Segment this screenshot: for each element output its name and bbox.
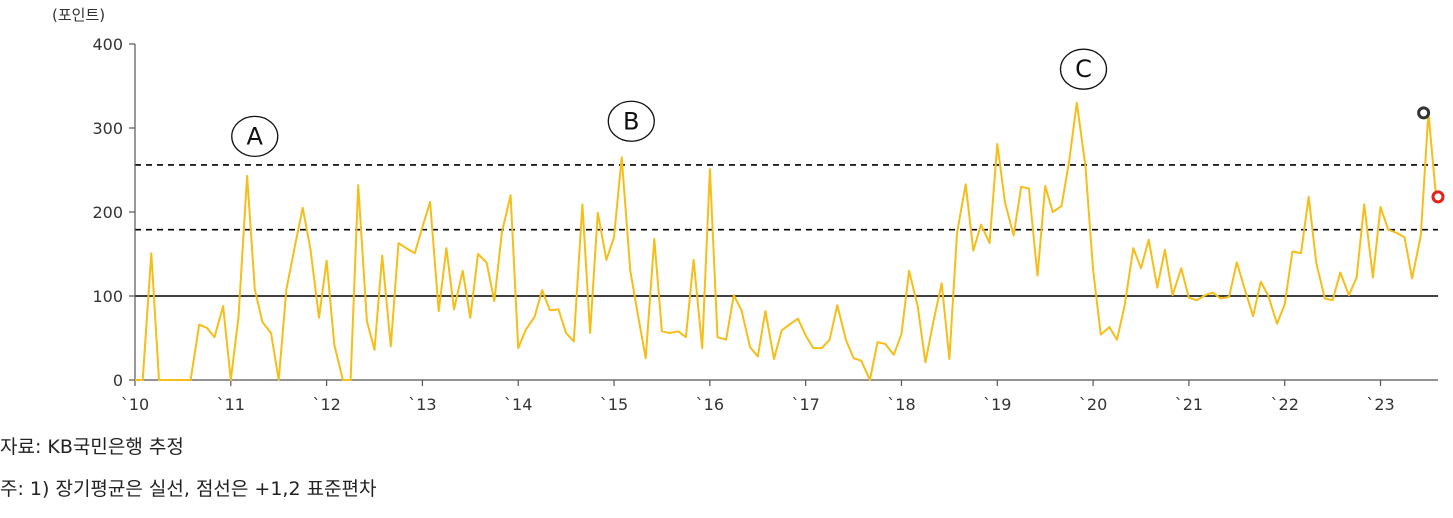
x-tick-label: `21 (1175, 395, 1203, 414)
x-tick-label: `18 (887, 395, 915, 414)
series-line (135, 101, 1438, 381)
annotation-circle (231, 115, 279, 158)
x-tick-label: `11 (217, 395, 245, 414)
x-tick-label: `17 (791, 395, 819, 414)
reference-lines (135, 164, 1438, 297)
y-tick-label: 0 (113, 371, 123, 390)
markers (1417, 106, 1445, 204)
annotation-circle (607, 100, 655, 142)
x-tick-label: `12 (312, 395, 340, 414)
data-marker (1417, 106, 1431, 120)
index-series-line (135, 101, 1438, 381)
x-tick-label: `22 (1271, 395, 1299, 414)
axes: 0 100 200 300 400 `10 `11 `12 `13 `14 `15 `16 `17 `18… (92, 35, 1438, 414)
x-tick-label: `15 (600, 395, 628, 414)
source-note: 자료: KB국민은행 추정 (0, 436, 184, 458)
x-tick-label: `13 (408, 395, 436, 414)
annotations: A B C (231, 48, 1108, 158)
annotation-circle (1059, 48, 1108, 90)
x-tick-label: `14 (504, 395, 532, 414)
y-tick-label: 300 (92, 119, 123, 138)
x-tick-label: `23 (1366, 395, 1394, 414)
y-tick-label: 200 (92, 203, 123, 222)
x-tick-label: `16 (696, 395, 724, 414)
x-tick-label: `10 (121, 395, 149, 414)
x-tick-label: `19 (983, 395, 1011, 414)
y-axis-unit-label: (포인트) (52, 6, 105, 24)
footnote: 주: 1) 장기평균은 실선, 점선은 +1,2 표준편차 (0, 478, 377, 500)
data-marker (1431, 190, 1445, 204)
annotation-label: B (623, 107, 639, 135)
annotation-label: C (1075, 55, 1092, 83)
annotation-label: A (247, 122, 264, 150)
x-tick-label: `20 (1079, 395, 1107, 414)
line-chart: (포인트) 0 100 200 300 400 `10 `11 `12 `13 `14 `15 `16… (52, 6, 1445, 414)
y-tick-label: 400 (92, 35, 123, 54)
y-tick-label: 100 (92, 287, 123, 306)
